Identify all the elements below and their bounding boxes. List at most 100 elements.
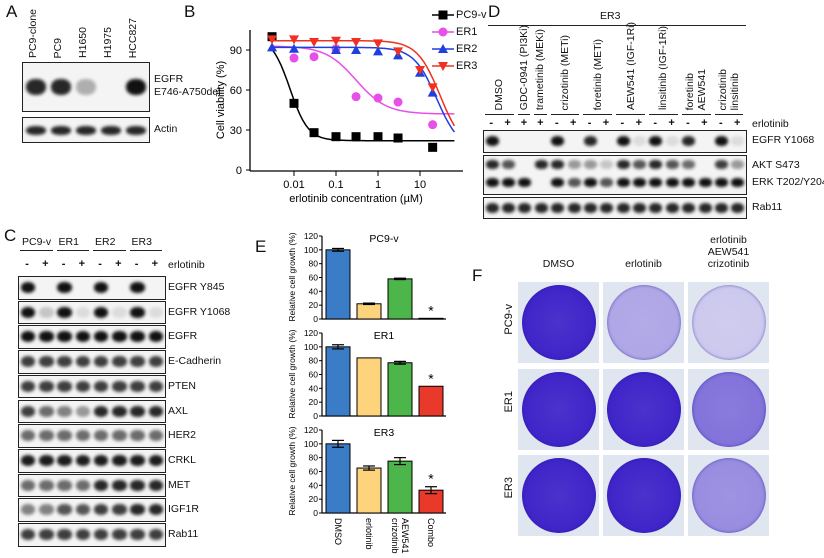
treatment-sign: + xyxy=(668,117,675,129)
data-point xyxy=(373,39,383,49)
y-tick-label: 60 xyxy=(309,370,319,380)
blot-label: MET xyxy=(168,478,191,491)
bar-dmso xyxy=(325,443,351,514)
data-point xyxy=(289,35,299,45)
y-tick-label: 120 xyxy=(304,328,318,338)
y-tick-label: 80 xyxy=(309,356,319,366)
panel-label-b: B xyxy=(184,2,196,21)
group-underline xyxy=(485,114,514,115)
bar-erlotinib xyxy=(356,357,382,417)
row-label: ER1 xyxy=(503,391,515,413)
data-point xyxy=(309,128,319,138)
band xyxy=(25,125,46,135)
bar-erlotinib xyxy=(356,303,382,320)
band xyxy=(112,479,127,491)
group-underline xyxy=(20,250,53,251)
legend-item: ER1 xyxy=(432,23,487,40)
legend-label: ER1 xyxy=(456,25,478,38)
band xyxy=(130,306,145,318)
blot-row xyxy=(18,448,166,473)
y-tick-label: 120 xyxy=(304,231,318,241)
bar-crizotinib xyxy=(387,460,413,514)
data-point xyxy=(351,45,362,55)
data-point xyxy=(393,97,403,107)
band xyxy=(665,178,679,187)
band xyxy=(148,529,164,540)
y-tick-label: 40 xyxy=(309,383,319,393)
blot-row xyxy=(18,350,166,374)
y-tick-label: 120 xyxy=(304,425,318,435)
treatment-sign: - xyxy=(98,258,102,270)
y-tick-label: 40 xyxy=(309,286,319,296)
blot-label: EGFR Y1068 xyxy=(752,134,815,146)
stained-well xyxy=(522,372,596,447)
data-point xyxy=(331,45,341,55)
band xyxy=(75,405,91,417)
band xyxy=(682,160,696,169)
band xyxy=(93,529,109,540)
group-label: PC9-v xyxy=(22,236,52,248)
x-category-label: crizotinib xyxy=(390,518,400,554)
subplot-title: ER1 xyxy=(374,330,395,342)
band xyxy=(649,136,663,146)
band xyxy=(649,203,663,213)
data-point xyxy=(373,93,383,103)
band xyxy=(649,160,663,169)
band xyxy=(567,203,581,213)
band xyxy=(130,504,145,516)
treatment-label: erlotinib xyxy=(168,259,205,271)
data-point xyxy=(428,120,438,130)
blot-label: EGFR Y1068 xyxy=(168,305,231,318)
data-point xyxy=(309,38,320,48)
legend-marker xyxy=(432,43,454,53)
blot-label: AXL xyxy=(168,404,188,417)
data-point xyxy=(289,43,299,53)
significance-asterisk: * xyxy=(428,302,434,318)
legend-marker xyxy=(432,61,454,71)
blot-actin xyxy=(22,117,150,143)
legend-item: ER3 xyxy=(432,57,487,74)
blot-label: Rab11 xyxy=(752,201,783,213)
blot-label: HER2 xyxy=(168,429,197,442)
band xyxy=(485,160,499,169)
band xyxy=(130,454,145,466)
subplot-title: PC9-v xyxy=(369,233,399,245)
column-header: AEW541 xyxy=(707,246,750,258)
treatment-label: erlotinib xyxy=(752,118,789,130)
y-tick-label: 20 xyxy=(309,494,319,504)
blot-label: IGF1R xyxy=(168,503,199,516)
group-label: ER2 xyxy=(95,236,116,248)
band xyxy=(485,203,499,213)
legend-label: ER3 xyxy=(456,59,478,72)
fit-curve-er1 xyxy=(272,45,455,115)
lane-label: PC9 xyxy=(52,37,64,58)
band xyxy=(567,178,581,187)
band xyxy=(502,203,516,213)
legend-symbol xyxy=(438,61,448,71)
y-axis-title: Relative cell growth (%) xyxy=(287,426,297,515)
treatment-sign: - xyxy=(25,258,29,270)
band xyxy=(616,203,630,213)
fit-curve-er3 xyxy=(272,39,456,127)
blot-row xyxy=(483,197,748,219)
y-tick-label: 60 xyxy=(309,273,319,283)
band xyxy=(698,203,712,213)
legend: PC9-v ER1 ER2 ER3 xyxy=(432,6,487,74)
band xyxy=(112,454,127,466)
band xyxy=(485,178,499,187)
blot-label: E746-A750del xyxy=(154,86,221,98)
lane-label: HCC827 xyxy=(127,17,139,58)
blot-egfr-mutant xyxy=(22,62,150,112)
column-header: erlotinib xyxy=(625,258,662,270)
row-label: PC9-v xyxy=(503,304,515,335)
band xyxy=(112,380,127,392)
treatment-group-label: linsitinib (IGF-1Ri) xyxy=(657,25,670,110)
treatment-group-label: AEW541 xyxy=(696,68,709,110)
treatment-sign: + xyxy=(78,258,86,270)
band xyxy=(57,430,72,442)
data-point xyxy=(289,53,299,63)
band xyxy=(57,479,72,491)
y-tick-label: 100 xyxy=(304,342,318,352)
band xyxy=(39,380,54,392)
y-tick-label: 0 xyxy=(313,314,318,324)
